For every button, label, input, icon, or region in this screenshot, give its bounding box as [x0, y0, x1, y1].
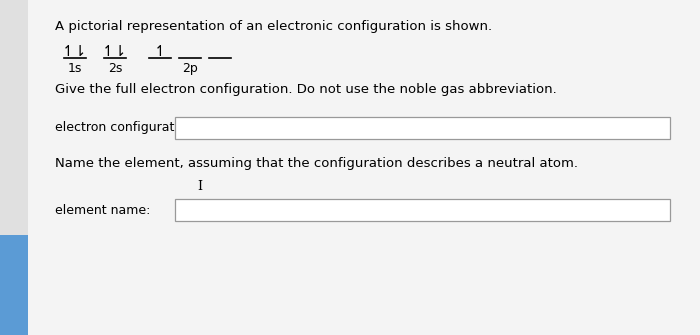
Text: Give the full electron configuration. Do not use the noble gas abbreviation.: Give the full electron configuration. Do… [55, 83, 556, 96]
Text: 2s: 2s [108, 62, 122, 75]
Bar [175, 199, 670, 221]
Text: electron configuration:: electron configuration: [55, 122, 197, 134]
Text: ↿⇂: ↿⇂ [62, 44, 88, 59]
Text: 2p: 2p [182, 62, 198, 75]
Text: 1s: 1s [68, 62, 82, 75]
Bar [175, 117, 670, 139]
Text: ↿: ↿ [153, 44, 167, 59]
Text: element name:: element name: [55, 203, 150, 216]
Text: ↿⇂: ↿⇂ [102, 44, 127, 59]
Text: A pictorial representation of an electronic configuration is shown.: A pictorial representation of an electro… [55, 20, 492, 33]
Text: Name the element, assuming that the configuration describes a neutral atom.: Name the element, assuming that the conf… [55, 157, 578, 170]
Bar [0, 235, 28, 335]
Text: I: I [197, 181, 202, 194]
